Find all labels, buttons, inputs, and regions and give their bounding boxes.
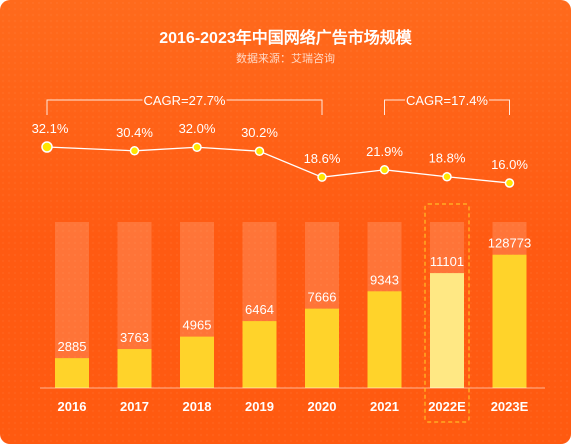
growth-rate-label-2018: 32.0% <box>179 121 216 136</box>
bar-2019 <box>242 321 277 388</box>
growth-rate-point-2021 <box>379 165 390 175</box>
bar-label-2018: 4965 <box>183 318 212 333</box>
highlight-box-2022E <box>424 203 470 423</box>
growth-rate-label-2021: 21.9% <box>366 144 403 159</box>
bar-label-2016: 2885 <box>58 339 87 354</box>
growth-rate-label-2016: 32.1% <box>32 121 69 136</box>
growth-rate-point-2022E <box>442 171 452 182</box>
chart-subtitle: 数据来源：艾瑞咨询 <box>236 53 335 65</box>
growth-rate-label-2017: 30.4% <box>116 125 153 140</box>
bar-label-2019: 6464 <box>245 302 274 317</box>
bar-2017 <box>117 349 152 388</box>
growth-rate-point-2018 <box>192 142 202 152</box>
growth-rate-label-2022E: 18.8% <box>429 151 466 166</box>
growth-rate-point-2016 <box>41 141 53 153</box>
bar-label-2023E: 128773 <box>488 236 531 251</box>
x-tick-label-2019: 2019 <box>245 399 274 414</box>
bar-label-2017: 3763 <box>120 330 149 345</box>
chart-title: 2016-2023年中国网络广告市场规模 <box>159 30 412 47</box>
x-tick-label-2017: 2017 <box>120 399 149 414</box>
bar-label-2021: 9343 <box>370 272 399 287</box>
cagr-bracket-left-1 <box>46 99 143 115</box>
bar-2023E <box>492 254 527 388</box>
x-tick-label-2021: 2021 <box>370 399 399 414</box>
bar-2020 <box>305 308 339 388</box>
growth-rate-label-2019: 30.2% <box>241 125 278 140</box>
x-tick-label-2023E: 2023E <box>491 399 529 414</box>
x-tick-label-2016: 2016 <box>58 399 87 414</box>
cagr-bracket-right-2 <box>489 99 510 115</box>
bar-2022E <box>430 273 464 388</box>
growth-rate-point-2017 <box>129 146 140 156</box>
cagr-annotation-2: CAGR=17.4% <box>406 93 488 108</box>
bar-label-2022E: 11101 <box>430 254 464 269</box>
growth-rate-point-2019 <box>254 146 265 156</box>
x-tick-label-2018: 2018 <box>183 399 212 414</box>
growth-rate-label-2020: 18.6% <box>304 151 341 166</box>
x-tick-label-2020: 2020 <box>308 399 337 414</box>
cagr-bracket-left-2 <box>384 99 405 115</box>
growth-rate-point-2023E <box>504 178 515 188</box>
bar-2021 <box>367 291 402 388</box>
growth-rate-line <box>46 146 510 184</box>
bar-label-2020: 7666 <box>308 290 337 305</box>
cagr-annotation-1: CAGR=27.7% <box>143 93 225 108</box>
cagr-bracket-right-1 <box>226 99 323 115</box>
growth-rate-label-2023E: 16.0% <box>491 157 528 172</box>
x-tick-label-2022E: 2022E <box>428 399 466 414</box>
bar-2018 <box>180 336 214 388</box>
bar-2016 <box>55 358 89 388</box>
growth-rate-point-2020 <box>317 172 327 182</box>
